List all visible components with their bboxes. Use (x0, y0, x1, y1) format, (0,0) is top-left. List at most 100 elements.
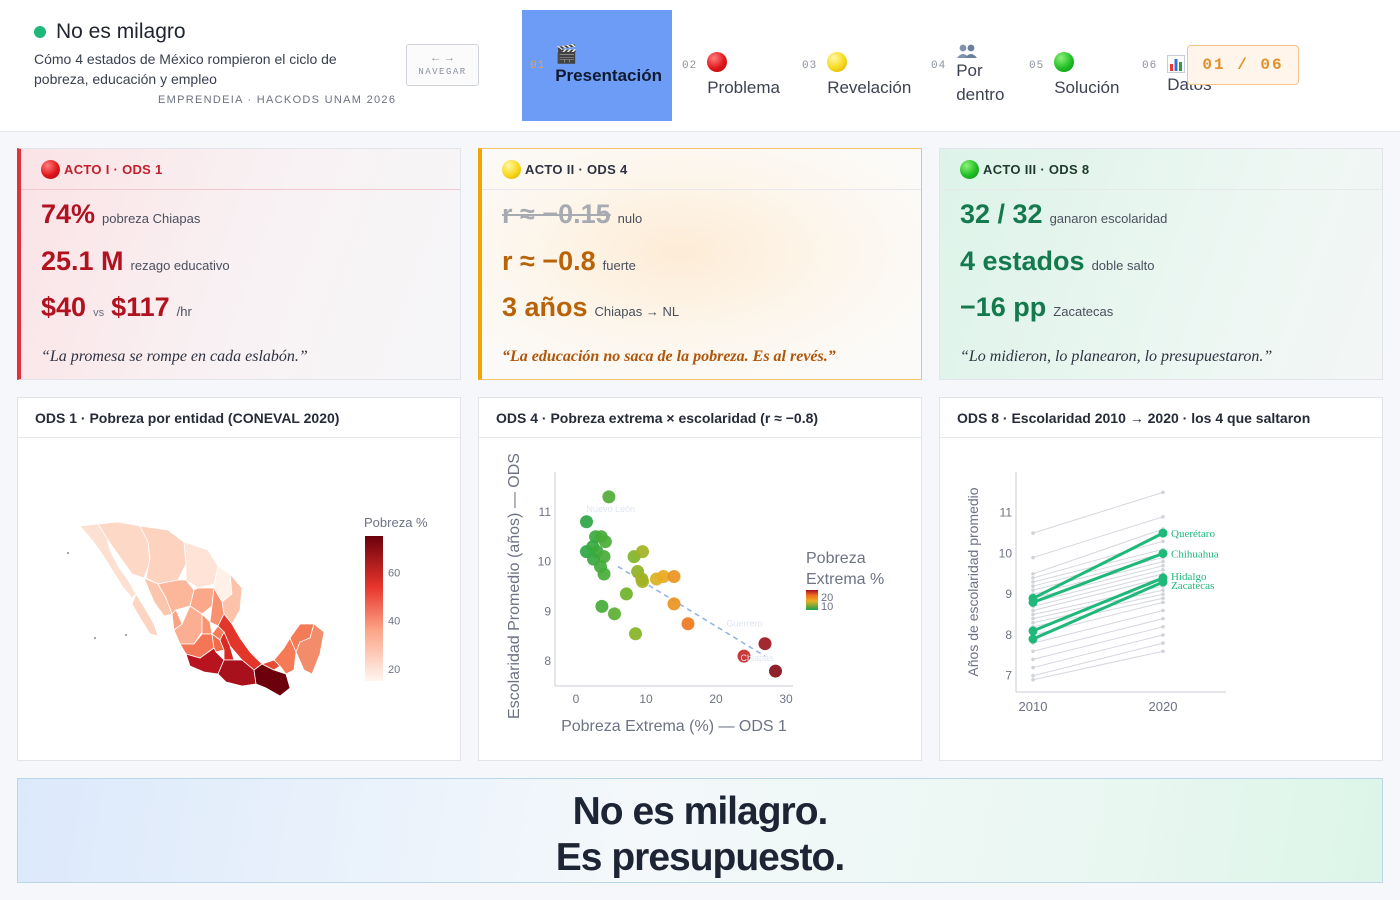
series-line-muted (1032, 610, 1164, 644)
colorbar (806, 590, 818, 610)
stat-label: nulo (617, 211, 643, 226)
tab-por-dentro[interactable]: 04 Por dentro (931, 10, 1011, 121)
scatter-point[interactable] (629, 627, 642, 641)
stat-value: 4 estados (960, 246, 1085, 276)
scatter-point[interactable] (636, 545, 649, 559)
scatter-point[interactable] (667, 597, 681, 611)
colorbar-ticks: 20 40 60 (388, 567, 400, 676)
scatter-point[interactable] (681, 617, 695, 631)
scatter-point[interactable] (595, 599, 609, 613)
series-point-muted (1161, 490, 1165, 495)
series-point-highlight[interactable] (1158, 577, 1168, 587)
series-point-muted (1161, 641, 1165, 645)
series-point-muted (1031, 580, 1035, 584)
series-point-muted (1161, 588, 1165, 592)
yellow-circle-icon (827, 51, 848, 72)
colorbar-ticks: 2010 (821, 592, 833, 613)
scatter-point[interactable] (598, 535, 612, 549)
state-mexico (211, 633, 225, 653)
scatter-point[interactable] (619, 587, 633, 601)
scatter-point[interactable] (758, 637, 772, 651)
tab-revelacion[interactable]: 03 Revelación (802, 10, 911, 121)
scatter-point[interactable] (769, 664, 782, 678)
point-labels: Nuevo León Guerrero Chiapas (587, 504, 775, 663)
series-point-muted (1031, 531, 1035, 535)
series-point-muted (1161, 649, 1165, 654)
point-label: Nuevo León (587, 504, 636, 514)
series-line-muted (1032, 593, 1164, 624)
series-point-muted (1161, 567, 1165, 572)
series-line-muted (1032, 565, 1164, 599)
series-point-muted (1161, 539, 1165, 544)
tab-solucion[interactable]: 05 Solución (1029, 10, 1119, 121)
brand-subtitle: Cómo 4 estados de México rompieron el ci… (34, 51, 337, 87)
scatter-point[interactable] (737, 649, 751, 663)
navigate-button[interactable]: ← → NAVEGAR (406, 44, 479, 86)
colorbar-title-line2: Extrema % (806, 571, 884, 588)
scatter-point[interactable] (597, 567, 611, 581)
island-marker (67, 552, 69, 554)
series-point-highlight[interactable] (1028, 626, 1038, 636)
series-point-muted (1031, 620, 1035, 625)
mexico-poverty-map: Pobreza % 20 40 60 (67, 515, 428, 697)
colorbar-title-line1: Pobreza (806, 550, 866, 567)
stat-value: r ≈ −0.8 (502, 246, 596, 276)
stat-value-struck: r ≈ −0.15 (502, 199, 611, 229)
series-point-muted (1031, 572, 1035, 576)
stat-value: 74% (41, 199, 96, 229)
stat-row: $40 vs $117 /hr (41, 292, 192, 323)
y-tick-label: 9 (544, 604, 551, 618)
series-line-highlight (1032, 552, 1164, 604)
scatter-point[interactable] (602, 490, 616, 504)
series-label: Zacatecas (1171, 580, 1214, 592)
series-point-muted (1161, 559, 1165, 564)
series-line-muted (1032, 528, 1164, 575)
scatter-point[interactable] (667, 570, 681, 584)
scatter-point[interactable] (597, 550, 611, 564)
series-point-highlight[interactable] (1028, 634, 1038, 644)
series-point-muted (1161, 625, 1165, 629)
colorbar-tick-label: 40 (388, 616, 400, 628)
series-point-muted (1031, 673, 1035, 678)
brand-org: EMPRENDEIA · HACKODS UNAM 2026 (158, 94, 397, 106)
series-label: Hidalgo (1171, 571, 1207, 583)
stat-label: fuerte (602, 258, 636, 273)
tab-problema[interactable]: 02 Problema (682, 10, 780, 121)
y-tick-label: 8 (1005, 628, 1012, 642)
stat-label: rezago educativo (130, 258, 230, 273)
act-quote: “Lo midieron, lo planearon, lo presupues… (960, 348, 1273, 365)
x-axis-title: Pobreza Extrema (%) — ODS 1 (561, 718, 787, 735)
state-campeche (273, 637, 297, 675)
tab-number: 01 (530, 59, 546, 72)
series-point-highlight[interactable] (1028, 597, 1038, 607)
tab-presentacion[interactable]: 01 🎬 Presentación (522, 10, 672, 121)
scatter-point[interactable] (580, 515, 593, 529)
brand-title: No es milagro (56, 20, 186, 43)
series-line-muted (1032, 634, 1164, 669)
series-point-highlight[interactable] (1158, 528, 1168, 538)
series-point-muted (1031, 608, 1035, 613)
stat-row: r ≈ −0.15 nulo (502, 199, 642, 230)
act-card-1: ACTO I · ODS 1 74% pobreza Chiapas 25.1 … (17, 148, 461, 380)
scatter-point[interactable] (608, 607, 621, 621)
closing-banner: No es milagro. Es presupuesto. (17, 778, 1383, 883)
act-title: ACTO I · ODS 1 (64, 161, 163, 177)
series-point-muted (1031, 588, 1035, 592)
stat-label: doble salto (1091, 258, 1155, 273)
scatter-point[interactable] (636, 574, 649, 588)
stat-label: Zacatecas (1053, 304, 1114, 319)
scatter-point[interactable] (657, 570, 670, 584)
series-point-highlight[interactable] (1158, 548, 1168, 558)
tab-label: Presentación (555, 65, 662, 85)
stat-value: 3 años (502, 292, 588, 322)
brand-title-row: No es milagro (34, 20, 394, 44)
island-marker (94, 637, 96, 639)
series-point-muted (1161, 600, 1165, 605)
stat-value: −16 pp (960, 292, 1047, 322)
nav-arrows-icon: ← → (429, 52, 456, 64)
series-point-muted (1031, 612, 1035, 617)
y-tick-label: 10 (538, 555, 552, 569)
act-title: ACTO II · ODS 4 (525, 161, 628, 177)
series-point-muted (1031, 555, 1035, 560)
